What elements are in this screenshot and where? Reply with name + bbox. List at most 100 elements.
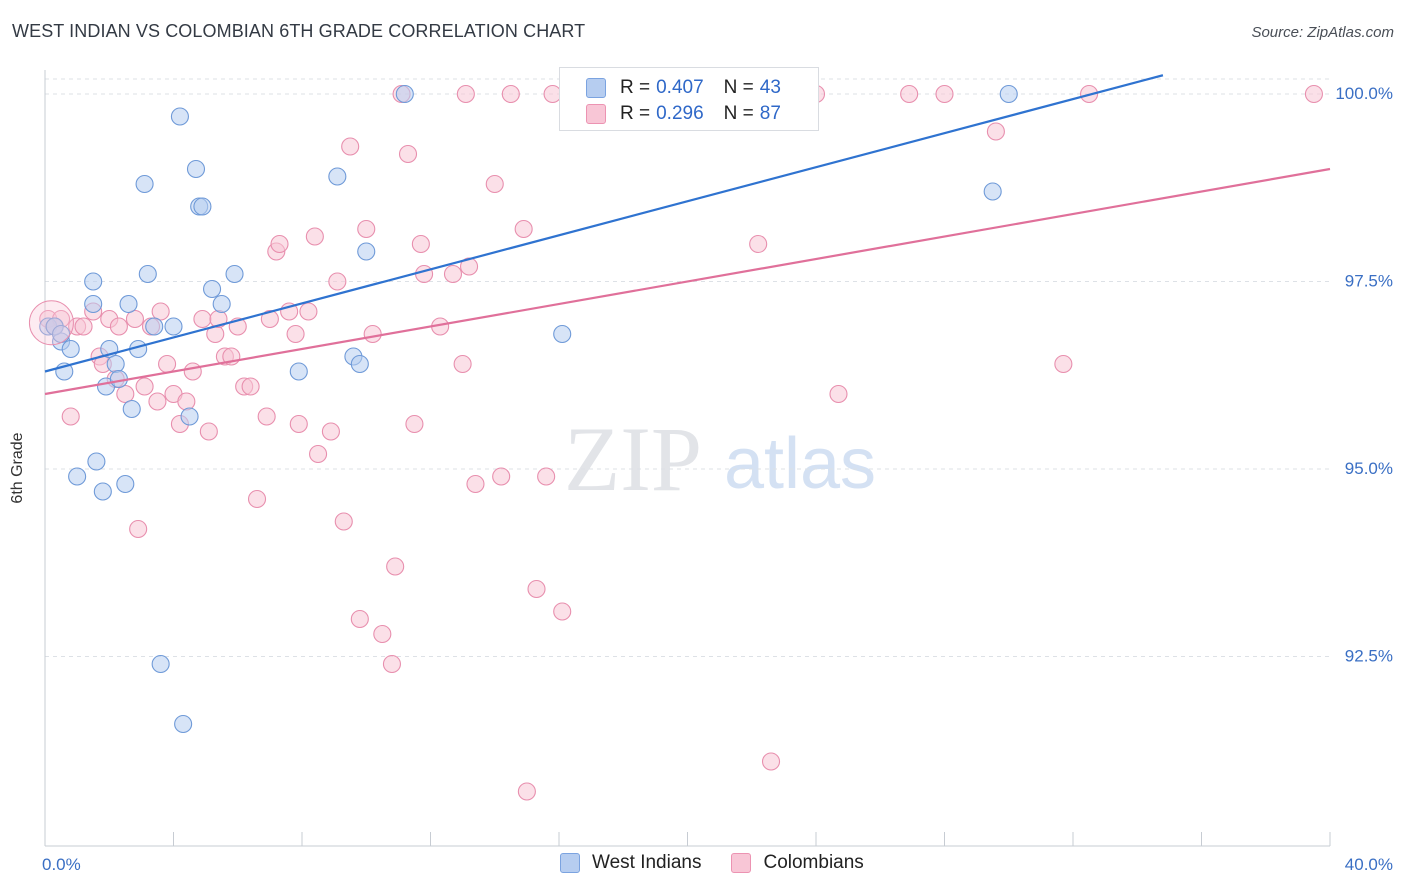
west-indians-point <box>164 317 183 336</box>
west-indians-point <box>350 354 369 374</box>
colombians-point <box>158 354 177 374</box>
colombians-point <box>286 324 305 344</box>
y-tick-label: 92.5% <box>1345 647 1393 666</box>
west-indians-point <box>93 482 112 501</box>
colombians-point <box>270 234 289 254</box>
west-indians-point <box>225 264 244 284</box>
west-indians-point <box>983 182 1002 201</box>
west-indians-point <box>138 264 157 284</box>
colombians-point <box>257 407 276 426</box>
colombians-point <box>148 392 167 411</box>
west-indians-swatch <box>586 78 606 98</box>
colombians-point <box>363 324 382 344</box>
west-indians-point <box>357 242 376 261</box>
west-indians-point <box>119 294 138 314</box>
colombians-point <box>386 557 405 576</box>
colombians-point <box>411 234 430 254</box>
r-label: R = <box>620 77 651 98</box>
west-indians-point <box>203 279 222 299</box>
west-indians-point <box>84 272 103 291</box>
colombians-point <box>829 384 848 404</box>
colombians-point <box>247 489 267 509</box>
colombians-point <box>129 519 148 539</box>
colombians-point <box>749 234 768 254</box>
colombians-point <box>443 264 463 284</box>
colombians-point <box>199 422 218 441</box>
west-indians-point <box>122 399 141 419</box>
west-indians-point <box>84 294 103 314</box>
legend-item-west-indians[interactable]: West Indians <box>560 852 701 874</box>
colombians-point <box>177 392 196 411</box>
west-indians-point <box>186 159 206 179</box>
colombians-point <box>501 84 520 104</box>
colombians-point <box>405 414 424 434</box>
colombians-point <box>485 174 504 194</box>
r-value-west-indians: 0.407 <box>656 77 704 98</box>
colombians-trend-line <box>44 167 1331 396</box>
colombians-point <box>398 144 418 164</box>
colombians-point <box>537 467 556 486</box>
legend-label-colombians: Colombians <box>763 852 864 873</box>
y-tick-label: 100.0% <box>1335 84 1393 103</box>
colombians-point <box>74 317 93 336</box>
colombians-point <box>357 219 376 239</box>
chart-title: WEST INDIAN VS COLOMBIAN 6TH GRADE CORRE… <box>12 21 586 41</box>
y-tick-label: 97.5% <box>1345 272 1393 291</box>
colombians-point <box>527 579 546 599</box>
west-indians-legend-swatch <box>560 853 580 873</box>
west-indians-point <box>999 84 1018 104</box>
colombians-point <box>514 219 533 239</box>
west-indians-point <box>145 317 164 336</box>
n-label: N = <box>723 103 754 124</box>
west-indians-trend-line <box>44 74 1164 373</box>
colombians-point <box>350 609 369 629</box>
colombians-point <box>373 624 392 644</box>
colombians-point <box>382 654 402 674</box>
west-indians-point <box>193 197 212 216</box>
colombians-point <box>116 384 135 404</box>
legend-item-colombians[interactable]: Colombians <box>731 852 864 874</box>
n-label: N = <box>723 77 754 98</box>
colombians-point <box>305 227 324 246</box>
west-indians-point <box>106 354 125 374</box>
series-legend: West Indians Colombians <box>560 852 894 874</box>
n-value-west-indians: 43 <box>759 77 781 98</box>
source-label: Source: ZipAtlas.com <box>1251 24 1394 41</box>
colombians-legend-swatch <box>731 853 752 873</box>
y-tick-label: 95.0% <box>1345 459 1393 478</box>
colombians-point <box>1054 354 1073 374</box>
colombians-point <box>135 377 154 396</box>
colombians-point <box>260 309 279 329</box>
west-indians-point <box>68 467 87 486</box>
x-tick-label: 40.0% <box>1345 855 1393 874</box>
west-indians-point <box>180 407 199 426</box>
colombians-point <box>453 354 472 374</box>
colombians-point <box>61 407 80 426</box>
x-tick-label: 0.0% <box>42 855 81 874</box>
west-indians-point <box>328 167 347 186</box>
stats-legend-row-colombians: R = 0.296 N = 87 <box>586 102 781 126</box>
colombians-point <box>466 474 485 494</box>
stats-legend: R = 0.407 N = 43 R = 0.296 N = 87 <box>559 67 819 131</box>
colombians-cluster-point <box>28 300 74 346</box>
west-indians-point <box>151 654 170 674</box>
west-indians-point <box>116 474 135 494</box>
west-indians-point <box>289 362 308 381</box>
colombians-point <box>341 137 360 156</box>
colombians-point <box>1304 84 1323 104</box>
colombians-point <box>321 422 340 441</box>
colombians-point <box>193 309 212 329</box>
colombians-point <box>900 84 919 104</box>
stats-legend-row-west-indians: R = 0.407 N = 43 <box>586 76 781 100</box>
colombians-swatch <box>586 104 606 124</box>
colombians-point <box>553 602 572 621</box>
west-indians-point <box>135 174 154 194</box>
colombians-point <box>328 272 347 291</box>
r-label: R = <box>620 103 651 124</box>
n-value-colombians: 87 <box>759 103 781 124</box>
colombians-point <box>299 302 318 321</box>
west-indians-point <box>553 324 572 344</box>
west-indians-point <box>395 84 414 104</box>
watermark-atlas: atlas <box>724 424 876 504</box>
